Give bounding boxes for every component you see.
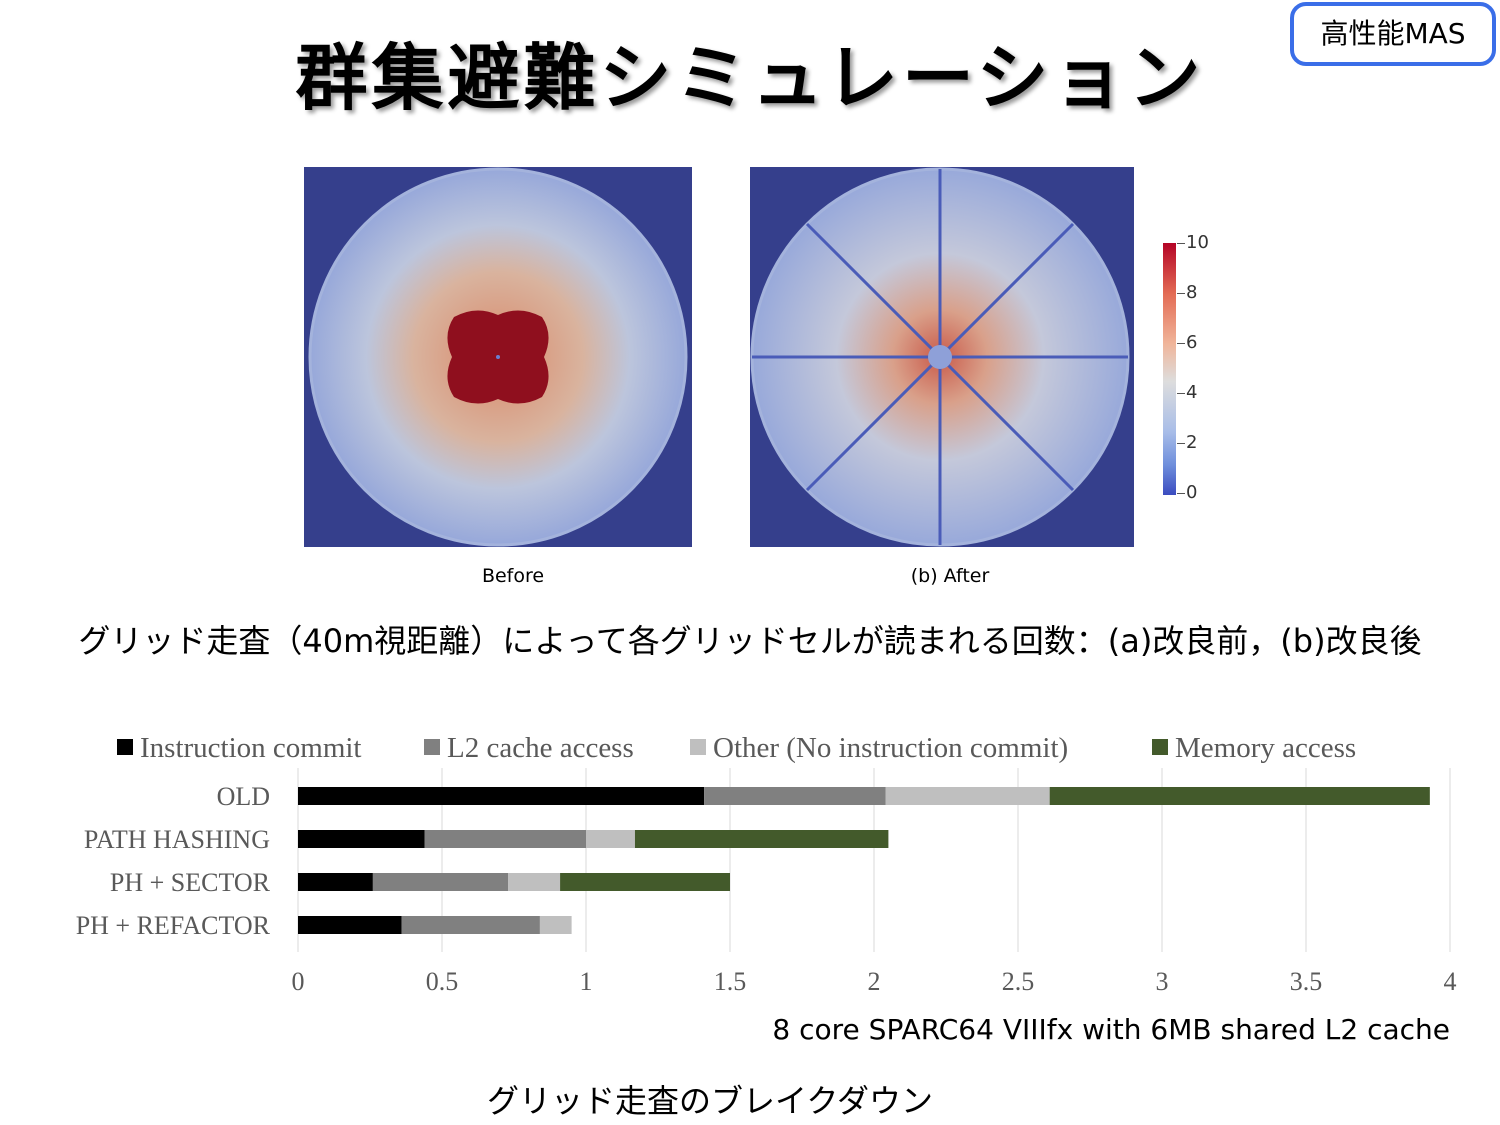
- bar-segment: [539, 916, 572, 934]
- x-tick-label: 0: [292, 967, 305, 996]
- colorbar-tick-mark: [1177, 493, 1185, 494]
- bar-segment: [634, 830, 889, 848]
- panel-caption-before: Before: [481, 565, 545, 587]
- legend-label: Memory access: [1175, 732, 1356, 764]
- x-tick-label: 4: [1444, 967, 1457, 996]
- page-title: 群集避難シミュレーション: [295, 36, 1205, 120]
- colorbar-tick-label: 10: [1186, 232, 1209, 253]
- legend-swatch: [117, 739, 133, 755]
- bar-segment: [401, 916, 540, 934]
- bar-segment: [298, 787, 705, 805]
- heatmap-after: [750, 167, 1134, 547]
- category-label: PH + REFACTOR: [76, 911, 271, 940]
- legend-swatch: [690, 739, 706, 755]
- panel-caption-after: (b) After: [910, 565, 990, 587]
- legend-label: Other (No instruction commit): [713, 732, 1068, 764]
- colorbar-tick-label: 4: [1186, 382, 1198, 403]
- bar-segment: [1049, 787, 1430, 805]
- bar-segment: [372, 873, 509, 891]
- legend-label: Instruction commit: [140, 732, 362, 764]
- x-tick-label: 0.5: [426, 967, 459, 996]
- heatmap-caption: グリッド走査（40m視距離）によって各グリッドセルが読まれる回数：(a)改良前，…: [78, 622, 1422, 660]
- x-tick-label: 2: [868, 967, 881, 996]
- x-tick-label: 2.5: [1002, 967, 1035, 996]
- colorbar-tick-mark: [1177, 343, 1185, 344]
- category-label: PATH HASHING: [84, 825, 270, 854]
- category-label: PH + SECTOR: [110, 868, 271, 897]
- legend-swatch: [1152, 739, 1168, 755]
- bar-segment: [560, 873, 730, 891]
- colorbar-tick-label: 0: [1186, 482, 1198, 503]
- bar-segment: [424, 830, 586, 848]
- x-tick-label: 3.5: [1290, 967, 1323, 996]
- bar-segment: [885, 787, 1050, 805]
- colorbar-tick-mark: [1177, 243, 1185, 244]
- bar-segment: [508, 873, 561, 891]
- colorbar: [1163, 243, 1176, 495]
- colorbar-tick-label: 8: [1186, 282, 1198, 303]
- badge: 高性能MAS: [1290, 2, 1496, 66]
- category-label: OLD: [217, 782, 270, 811]
- heatmap-before: [304, 167, 692, 547]
- legend-swatch: [424, 739, 440, 755]
- breakdown-caption: グリッド走査のブレイクダウン: [486, 1082, 934, 1120]
- x-tick-label: 3: [1156, 967, 1169, 996]
- x-tick-label: 1.5: [714, 967, 747, 996]
- colorbar-tick-label: 2: [1186, 432, 1198, 453]
- machine-note: 8 core SPARC64 VIIIfx with 6MB shared L2…: [772, 1013, 1450, 1046]
- x-tick-label: 1: [580, 967, 593, 996]
- breakdown-chart: 0 0.5 1 1.5 2 2.5 3 3.5 4 Instruction commit L2 ca…: [76, 732, 1457, 996]
- bar-segment: [704, 787, 886, 805]
- bar-segment: [298, 916, 402, 934]
- bar-segment: [586, 830, 635, 848]
- colorbar-tick-mark: [1177, 293, 1185, 294]
- colorbar-tick-mark: [1177, 393, 1185, 394]
- colorbar-tick-mark: [1177, 443, 1185, 444]
- legend-label: L2 cache access: [447, 732, 634, 764]
- bar-segment: [298, 830, 425, 848]
- colorbar-tick-label: 6: [1186, 332, 1198, 353]
- bar-segment: [298, 873, 373, 891]
